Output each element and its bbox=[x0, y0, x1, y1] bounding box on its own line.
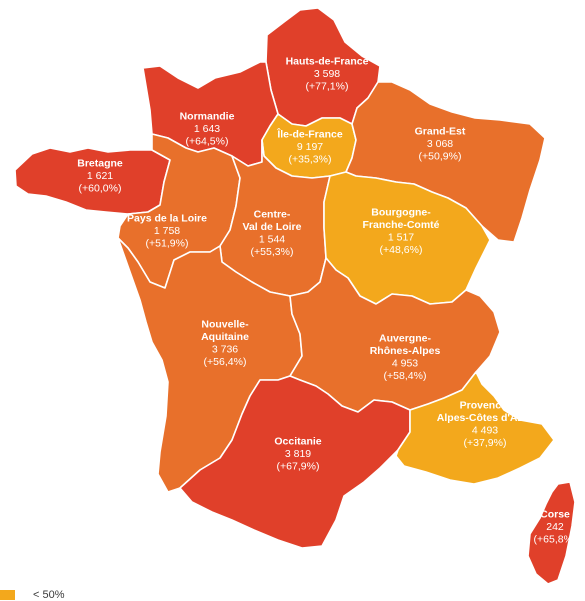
region-value-centre-val-de-loire: 1 544 bbox=[259, 233, 285, 245]
region-value-occitanie: 3 819 bbox=[285, 448, 311, 460]
region-change-ile-de-france: (+35,3%) bbox=[289, 154, 332, 166]
region-name-occitanie: Occitanie bbox=[274, 436, 321, 448]
region-change-nouvelle-aquitaine: (+56,4%) bbox=[204, 356, 247, 368]
region-value-provence-alpes-cote-azur: 4 493 bbox=[472, 424, 498, 436]
region-value-pays-de-la-loire: 1 758 bbox=[154, 225, 180, 237]
region-name-auvergne-rhone-alpes: Auvergne- bbox=[379, 332, 431, 344]
region-change-grand-est: (+50,9%) bbox=[419, 151, 462, 163]
region-name-centre-val-de-loire: Val de Loire bbox=[243, 221, 302, 233]
region-name-nouvelle-aquitaine: Nouvelle- bbox=[201, 318, 249, 330]
region-value-bretagne: 1 621 bbox=[87, 170, 113, 182]
region-corse[interactable] bbox=[527, 481, 576, 585]
region-value-hauts-de-france: 3 598 bbox=[314, 68, 340, 80]
region-change-centre-val-de-loire: (+55,3%) bbox=[251, 246, 294, 258]
legend: < 50% bbox=[0, 589, 65, 601]
region-value-ile-de-france: 9 197 bbox=[297, 141, 323, 153]
region-name-bourgogne-franche-comte: Franche-Comté bbox=[362, 219, 439, 231]
region-name-corse: Corse bbox=[540, 509, 570, 521]
region-change-bretagne: (+60,0%) bbox=[79, 183, 122, 195]
region-change-pays-de-la-loire: (+51,9%) bbox=[146, 238, 189, 250]
region-value-nouvelle-aquitaine: 3 736 bbox=[212, 343, 238, 355]
region-change-auvergne-rhone-alpes: (+58,4%) bbox=[384, 370, 427, 382]
region-name-provence-alpes-cote-azur: Provence- bbox=[460, 399, 511, 411]
region-change-bourgogne-franche-comte: (+48,6%) bbox=[380, 244, 423, 256]
region-name-normandie: Normandie bbox=[180, 111, 235, 123]
region-change-occitanie: (+67,9%) bbox=[277, 461, 320, 473]
region-name-bretagne: Bretagne bbox=[77, 158, 123, 170]
region-name-hauts-de-france: Hauts-de-France bbox=[286, 56, 369, 68]
region-name-nouvelle-aquitaine: Aquitaine bbox=[201, 331, 249, 343]
legend-label: < 50% bbox=[33, 589, 65, 601]
region-value-grand-est: 3 068 bbox=[427, 138, 453, 150]
region-name-centre-val-de-loire: Centre- bbox=[254, 208, 291, 220]
region-change-provence-alpes-cote-azur: (+37,9%) bbox=[464, 437, 507, 449]
region-shapes bbox=[14, 7, 576, 585]
region-provence-alpes-cote-azur[interactable] bbox=[395, 371, 555, 485]
region-name-bourgogne-franche-comte: Bourgogne- bbox=[371, 206, 431, 218]
region-value-normandie: 1 643 bbox=[194, 123, 220, 135]
region-name-ile-de-france: Île-de-France bbox=[276, 128, 343, 141]
region-name-provence-alpes-cote-azur: Alpes-Côtes d'Azur bbox=[437, 412, 533, 424]
region-name-grand-est: Grand-Est bbox=[415, 126, 466, 138]
region-occitanie[interactable] bbox=[179, 375, 411, 549]
region-name-auvergne-rhone-alpes: Rhônes-Alpes bbox=[370, 345, 441, 357]
region-value-auvergne-rhone-alpes: 4 953 bbox=[392, 357, 418, 369]
region-value-corse: 242 bbox=[546, 521, 564, 533]
region-change-corse: (+65,8%) bbox=[534, 534, 577, 546]
region-change-normandie: (+64,5%) bbox=[186, 136, 229, 148]
region-name-pays-de-la-loire: Pays de la Loire bbox=[127, 213, 207, 225]
region-value-bourgogne-franche-comte: 1 517 bbox=[388, 231, 414, 243]
region-change-hauts-de-france: (+77,1%) bbox=[306, 81, 349, 93]
legend-swatch bbox=[0, 590, 15, 600]
